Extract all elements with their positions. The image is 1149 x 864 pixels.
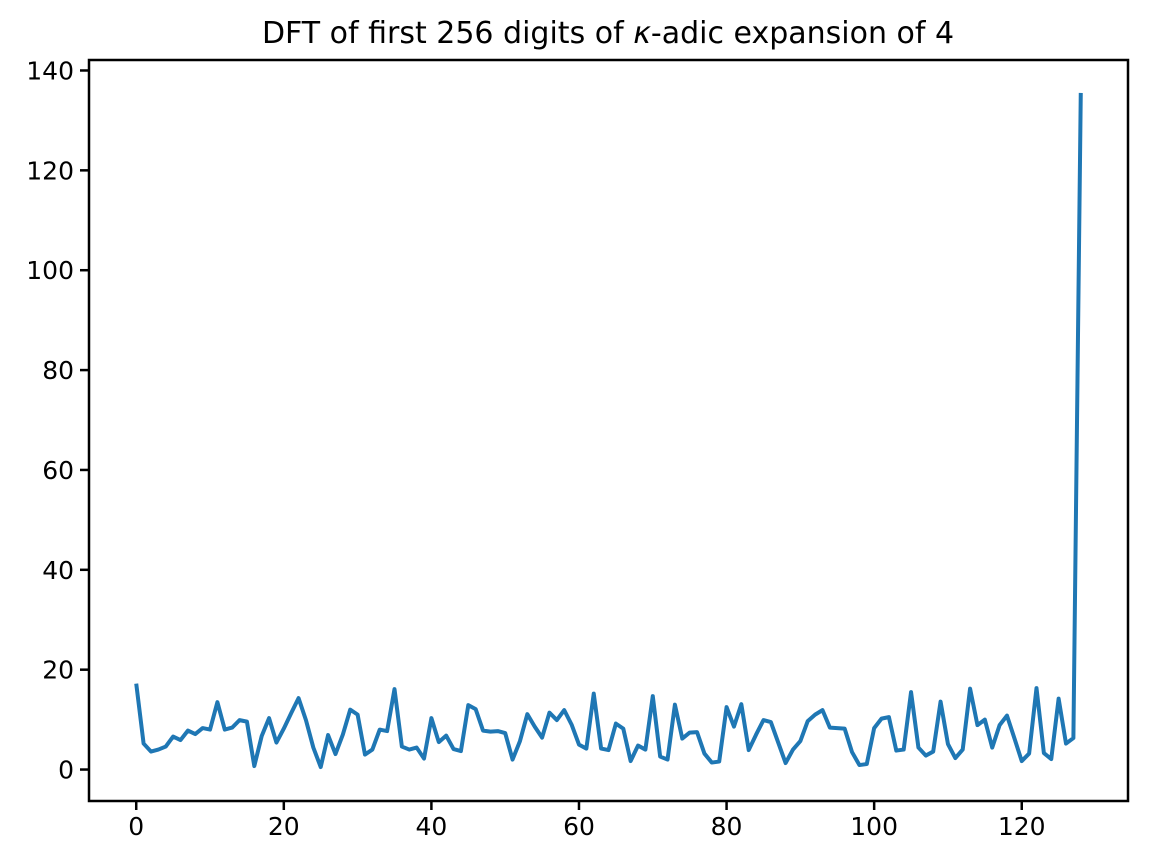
axes-spines	[87, 58, 1130, 803]
x-axis-ticks: 0 20 40 60 80 100 120	[128, 801, 1046, 841]
x-tick-label: 100	[850, 812, 898, 841]
y-tick-label: 100	[26, 256, 74, 285]
y-tick-label: 20	[42, 656, 74, 685]
y-tick-label: 80	[42, 356, 74, 385]
x-tick-label: 60	[563, 812, 595, 841]
chart-title-kappa: κ	[633, 16, 651, 51]
x-tick-label: 0	[128, 812, 144, 841]
chart-title-suffix: -adic expansion of 4	[651, 16, 954, 51]
x-tick-label: 40	[415, 812, 447, 841]
data-series	[134, 92, 1083, 770]
x-tick-label: 80	[711, 812, 743, 841]
x-tick-label: 120	[998, 812, 1046, 841]
y-axis-ticks: 0 20 40 60 80 100 120 140	[26, 56, 89, 785]
y-tick-label: 0	[58, 756, 74, 785]
y-tick-label: 40	[42, 556, 74, 585]
y-tick-label: 120	[26, 156, 74, 185]
y-tick-label: 60	[42, 456, 74, 485]
chart-title: DFT of first 256 digits of κ-adic expans…	[262, 16, 954, 51]
data-line	[134, 92, 1083, 770]
chart-title-prefix: DFT of first 256 digits of	[262, 16, 633, 51]
y-tick-label: 140	[26, 56, 74, 85]
x-tick-label: 20	[268, 812, 300, 841]
